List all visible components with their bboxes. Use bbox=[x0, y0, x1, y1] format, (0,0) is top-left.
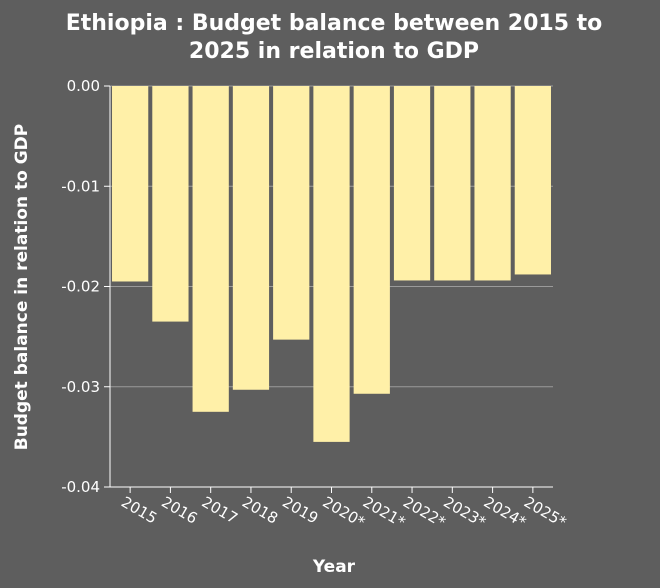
bar-2021 bbox=[353, 86, 390, 394]
bar-2019 bbox=[273, 86, 310, 340]
x-tick-labels: 201520162017201820192020*2021*2022*2023*… bbox=[118, 487, 570, 532]
x-tick-label: 2018 bbox=[239, 493, 281, 528]
x-tick-label: 2023* bbox=[440, 493, 489, 532]
bar-2020 bbox=[313, 86, 350, 442]
x-tick-label: 2017 bbox=[199, 493, 241, 528]
x-tick-label: 2022* bbox=[400, 493, 449, 532]
x-tick-label: 2024* bbox=[481, 493, 530, 532]
y-tick-label: -0.03 bbox=[61, 378, 100, 396]
x-tick-label: 2021* bbox=[360, 493, 409, 532]
bar-2017 bbox=[192, 86, 229, 412]
bar-2018 bbox=[232, 86, 270, 390]
bars bbox=[112, 86, 551, 442]
y-tick-label: -0.01 bbox=[61, 177, 100, 195]
x-axis-label: Year bbox=[312, 557, 356, 577]
bar-2022 bbox=[393, 86, 431, 281]
x-tick-label: 2015 bbox=[118, 493, 160, 528]
y-axis-label: Budget balance in relation to GDP bbox=[12, 124, 32, 451]
chart-title-line-2: 2025 in relation to GDP bbox=[189, 39, 479, 64]
bar-2025 bbox=[514, 86, 551, 275]
y-tick-label: -0.02 bbox=[61, 278, 100, 296]
x-tick-label: 2020* bbox=[320, 493, 369, 532]
chart-title-line-1: Ethiopia : Budget balance between 2015 t… bbox=[66, 11, 603, 36]
bar-2016 bbox=[152, 86, 189, 322]
x-tick-label: 2019 bbox=[279, 493, 321, 528]
bar-2024 bbox=[474, 86, 511, 281]
x-tick-label: 2025* bbox=[521, 493, 570, 532]
y-tick-label: -0.04 bbox=[61, 478, 100, 496]
x-tick-label: 2016 bbox=[158, 493, 200, 528]
bar-2015 bbox=[112, 86, 149, 282]
y-tick-labels: 0.00 -0.01 -0.02 -0.03 -0.04 bbox=[61, 77, 110, 496]
y-tick-label: 0.00 bbox=[67, 77, 100, 95]
bar-2023 bbox=[434, 86, 471, 281]
